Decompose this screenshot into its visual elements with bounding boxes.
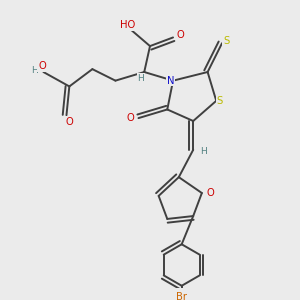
Text: O: O [127,113,134,123]
Text: S: S [223,36,230,46]
Text: O: O [176,30,184,40]
Text: H: H [32,66,38,75]
Text: H: H [200,147,207,156]
Text: O: O [38,61,46,71]
Text: Br: Br [176,292,187,300]
Text: O: O [206,188,214,198]
Text: N: N [167,76,175,86]
Text: HO: HO [120,20,135,30]
Text: H: H [137,74,144,83]
Text: O: O [65,117,73,127]
Text: S: S [217,96,223,106]
